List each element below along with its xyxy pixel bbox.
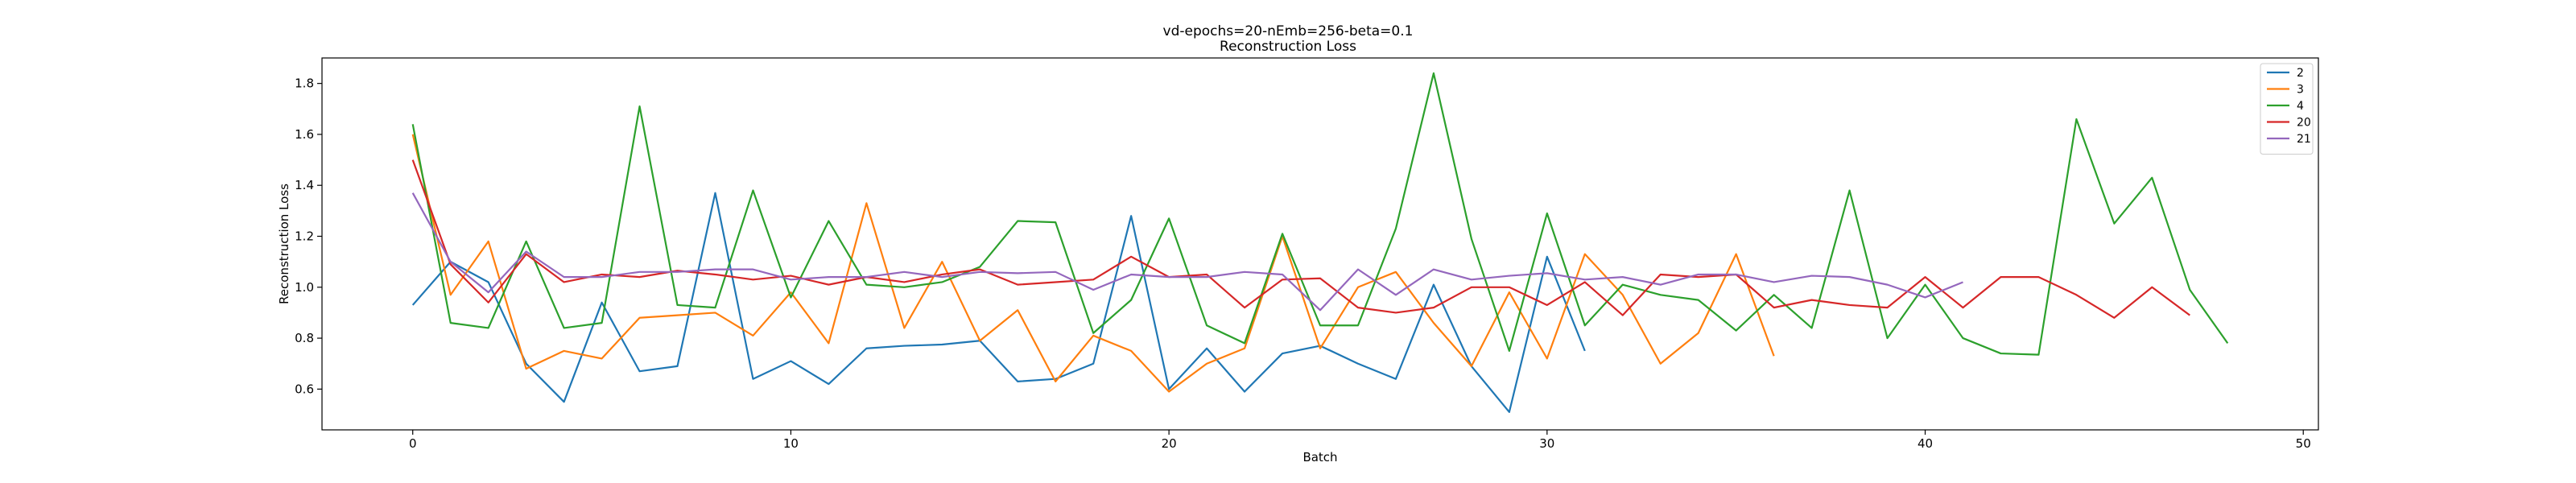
x-axis: 0 10 20 30 40 50 (409, 430, 2311, 451)
y-tick-label: 1.4 (295, 178, 314, 192)
chart-subtitle: Reconstruction Loss (1220, 39, 1356, 55)
legend-label-3: 3 (2297, 84, 2304, 97)
x-tick-label: 10 (783, 436, 799, 451)
x-tick-label: 40 (1918, 436, 1933, 451)
y-axis: 0.6 0.8 1.0 1.2 1.4 1.6 1.8 (295, 76, 322, 396)
y-tick-label: 0.6 (295, 382, 314, 396)
legend-label-21: 21 (2297, 133, 2311, 146)
y-tick-label: 1.2 (295, 229, 314, 244)
series-layer (411, 72, 2229, 413)
legend-label-4: 4 (2297, 100, 2304, 113)
x-tick-label: 20 (1162, 436, 1177, 451)
legend-box (2260, 63, 2314, 155)
y-tick-label: 1.8 (295, 76, 314, 91)
series-line-3 (411, 134, 1775, 393)
y-axis-title: Reconstruction Loss (277, 184, 291, 304)
x-tick-label: 50 (2296, 436, 2311, 451)
series-line-20 (411, 159, 2190, 319)
series-line-4 (411, 72, 2229, 356)
series-line-2 (411, 192, 1586, 413)
y-tick-label: 1.0 (295, 280, 314, 295)
y-tick-label: 1.6 (295, 127, 314, 142)
plot-frame (321, 57, 2319, 431)
x-axis-title: Batch (1302, 450, 1337, 464)
x-tick-label: 0 (409, 436, 417, 451)
legend-label-2: 2 (2297, 67, 2304, 80)
legend-label-20: 20 (2297, 117, 2311, 130)
y-tick-label: 0.8 (295, 331, 314, 345)
legend: 2 3 4 20 21 (2260, 63, 2314, 155)
x-tick-label: 30 (1539, 436, 1554, 451)
chart-title: vd-epochs=20-nEmb=256-beta=0.1 (1163, 23, 1414, 39)
series-line-21 (411, 192, 1963, 312)
